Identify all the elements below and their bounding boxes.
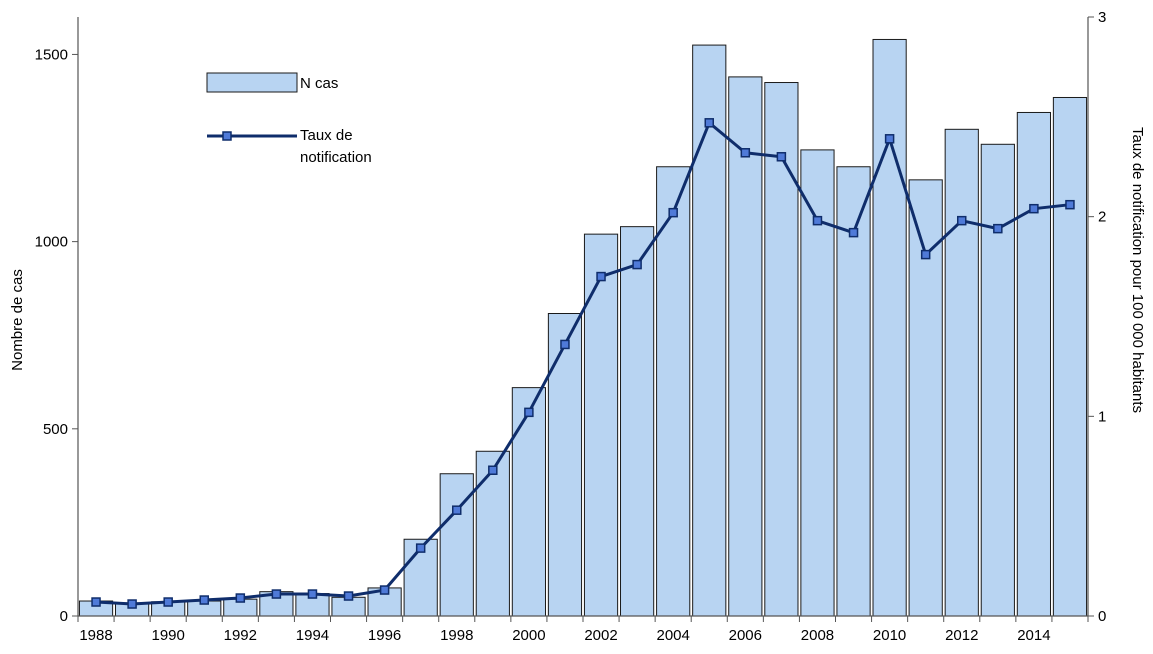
bar-2012 xyxy=(944,128,979,617)
rate-point-2006 xyxy=(740,148,751,158)
rate-point-1996 xyxy=(379,585,390,595)
x-tick-label-1994: 1994 xyxy=(296,627,329,644)
x-tick-label-2004: 2004 xyxy=(656,627,689,644)
x-tick-label-1992: 1992 xyxy=(224,627,257,644)
x-tick-label-2006: 2006 xyxy=(729,627,762,644)
line-layer xyxy=(91,118,1075,609)
bar-2007 xyxy=(764,82,799,617)
rate-point-2004 xyxy=(668,207,678,218)
rate-point-2012 xyxy=(957,215,967,226)
rate-point-2014 xyxy=(1029,203,1039,214)
y2-tick-label-0: 0 xyxy=(1098,608,1106,625)
bar-2013 xyxy=(980,143,1015,617)
x-tick-label-2002: 2002 xyxy=(584,627,617,644)
rate-point-1988 xyxy=(91,597,101,607)
y2-tick-label-1: 1 xyxy=(1098,408,1106,425)
rate-point-1995 xyxy=(343,591,354,601)
rate-point-2002 xyxy=(596,271,606,282)
bar-2003 xyxy=(620,226,655,617)
rate-point-1997 xyxy=(415,543,426,553)
bar-2015 xyxy=(1052,96,1088,617)
y-tick-label-1000: 1000 xyxy=(35,234,68,251)
rate-point-2003 xyxy=(632,259,642,270)
x-tick-label-1990: 1990 xyxy=(151,627,184,644)
bar-2014 xyxy=(1016,111,1051,617)
bar-2000 xyxy=(511,387,546,617)
bar-2006 xyxy=(728,76,763,617)
rate-point-2007 xyxy=(776,152,787,162)
bars-layer xyxy=(78,38,1088,617)
rate-point-1992 xyxy=(235,593,246,603)
legend-bar-swatch xyxy=(206,72,298,93)
bar-2010 xyxy=(872,38,907,617)
y-tick-label-1500: 1500 xyxy=(35,46,68,63)
rate-point-2013 xyxy=(993,223,1003,234)
rate-point-1998 xyxy=(452,505,462,515)
rate-point-2005 xyxy=(704,118,714,128)
bar-2002 xyxy=(583,233,619,617)
rate-point-2010 xyxy=(884,134,895,144)
rate-point-2009 xyxy=(848,227,859,238)
x-tick-label-2012: 2012 xyxy=(945,627,978,644)
x-tick-label-2010: 2010 xyxy=(873,627,906,644)
x-tick-label-1988: 1988 xyxy=(79,627,112,644)
bar-2004 xyxy=(656,166,691,617)
bar-2009 xyxy=(836,166,871,617)
legend-label-bars: N cas xyxy=(300,75,338,92)
y-tick-label-500: 500 xyxy=(43,421,68,438)
x-tick-label-2008: 2008 xyxy=(801,627,834,644)
rate-point-1994 xyxy=(307,589,318,599)
bar-2005 xyxy=(692,44,727,617)
rate-point-2000 xyxy=(524,407,534,418)
legend: N cas Taux de notification xyxy=(206,72,372,166)
bar-1999 xyxy=(475,450,510,617)
y2-tick-label-2: 2 xyxy=(1098,209,1106,226)
rate-point-1999 xyxy=(488,465,498,475)
rate-line xyxy=(95,121,1071,606)
x-tick-label-1998: 1998 xyxy=(440,627,473,644)
rate-point-2015 xyxy=(1065,199,1075,210)
rate-point-1991 xyxy=(199,595,209,605)
legend-label-line: Taux de notification xyxy=(300,127,372,166)
rate-point-1993 xyxy=(271,589,282,599)
axes-layer: 0 500 1000 1500 0 1 2 3 1988 1990 1992 1994 1996 1998… xyxy=(35,9,1107,644)
y2-axis-title: Taux de notification pour 100 000 habita… xyxy=(1129,127,1146,413)
x-tick-label-1996: 1996 xyxy=(368,627,401,644)
x-tick-label-2000: 2000 xyxy=(512,627,545,644)
rate-point-2011 xyxy=(920,249,931,260)
x-tick-label-2014: 2014 xyxy=(1017,627,1050,644)
bar-2001 xyxy=(547,313,583,617)
y2-tick-label-3: 3 xyxy=(1098,9,1106,26)
y-tick-label-0: 0 xyxy=(60,608,68,625)
legend-line-marker xyxy=(222,131,232,141)
rate-point-1990 xyxy=(163,597,173,607)
rate-point-2008 xyxy=(812,215,823,226)
rate-point-1989 xyxy=(127,599,137,609)
rate-point-2001 xyxy=(560,339,570,350)
y-axis-title: Nombre de cas xyxy=(9,269,26,371)
